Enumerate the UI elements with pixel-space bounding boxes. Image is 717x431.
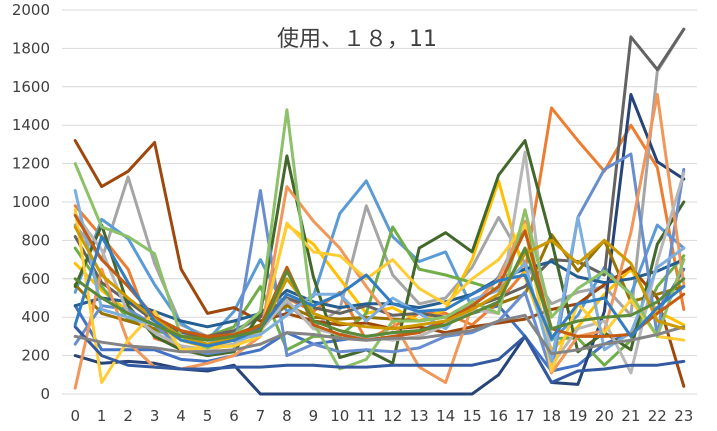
x-tick-label: 8 <box>282 407 292 425</box>
y-tick-label: 1600 <box>12 78 50 96</box>
x-tick-label: 14 <box>436 407 455 425</box>
x-tick-label: 3 <box>150 407 160 425</box>
x-tick-label: 22 <box>648 407 667 425</box>
x-tick-label: 1 <box>97 407 107 425</box>
x-tick-label: 6 <box>229 407 239 425</box>
x-tick-label: 10 <box>330 407 349 425</box>
x-axis-ticks: 0 1 2 3 4 5 6 7 8 9 10 11 12 13 14 15 16 17 18 19 20 21 22 23 <box>70 407 693 425</box>
x-tick-label: 13 <box>410 407 429 425</box>
x-tick-label: 20 <box>595 407 614 425</box>
y-tick-label: 1200 <box>12 155 50 173</box>
x-tick-label: 5 <box>203 407 213 425</box>
x-tick-label: 19 <box>568 407 587 425</box>
x-tick-label: 0 <box>70 407 80 425</box>
x-tick-label: 4 <box>176 407 186 425</box>
x-tick-label: 21 <box>621 407 640 425</box>
x-tick-label: 12 <box>383 407 402 425</box>
y-tick-label: 1400 <box>12 116 50 134</box>
series-line-23 <box>73 235 686 348</box>
x-tick-label: 16 <box>489 407 508 425</box>
x-tick-label: 11 <box>357 407 376 425</box>
x-tick-label: 9 <box>309 407 319 425</box>
series-lines <box>73 27 686 396</box>
x-tick-label: 15 <box>463 407 482 425</box>
series-line-8 <box>73 139 686 388</box>
y-tick-label: 2000 <box>12 1 50 19</box>
y-tick-label: 200 <box>21 347 50 365</box>
series-line-21 <box>73 313 686 356</box>
series-line-24 <box>73 246 686 342</box>
y-axis-ticks: 0 200 400 600 800 1000 1200 1400 1600 1800 2000 <box>12 1 50 403</box>
y-tick-label: 800 <box>21 231 50 249</box>
y-tick-label: 600 <box>21 270 50 288</box>
chart-title: 使用、１８，11 <box>277 27 437 52</box>
x-tick-label: 23 <box>674 407 693 425</box>
series-line-19 <box>73 325 686 384</box>
series-line-2 <box>73 106 686 352</box>
x-tick-label: 7 <box>256 407 266 425</box>
y-tick-label: 1000 <box>12 193 50 211</box>
y-tick-label: 400 <box>21 308 50 326</box>
y-tick-label: 1800 <box>12 39 50 57</box>
x-tick-label: 17 <box>515 407 534 425</box>
series-line-16 <box>73 208 686 384</box>
x-tick-label: 2 <box>123 407 133 425</box>
y-tick-label: 0 <box>40 385 50 403</box>
x-tick-label: 18 <box>542 407 561 425</box>
